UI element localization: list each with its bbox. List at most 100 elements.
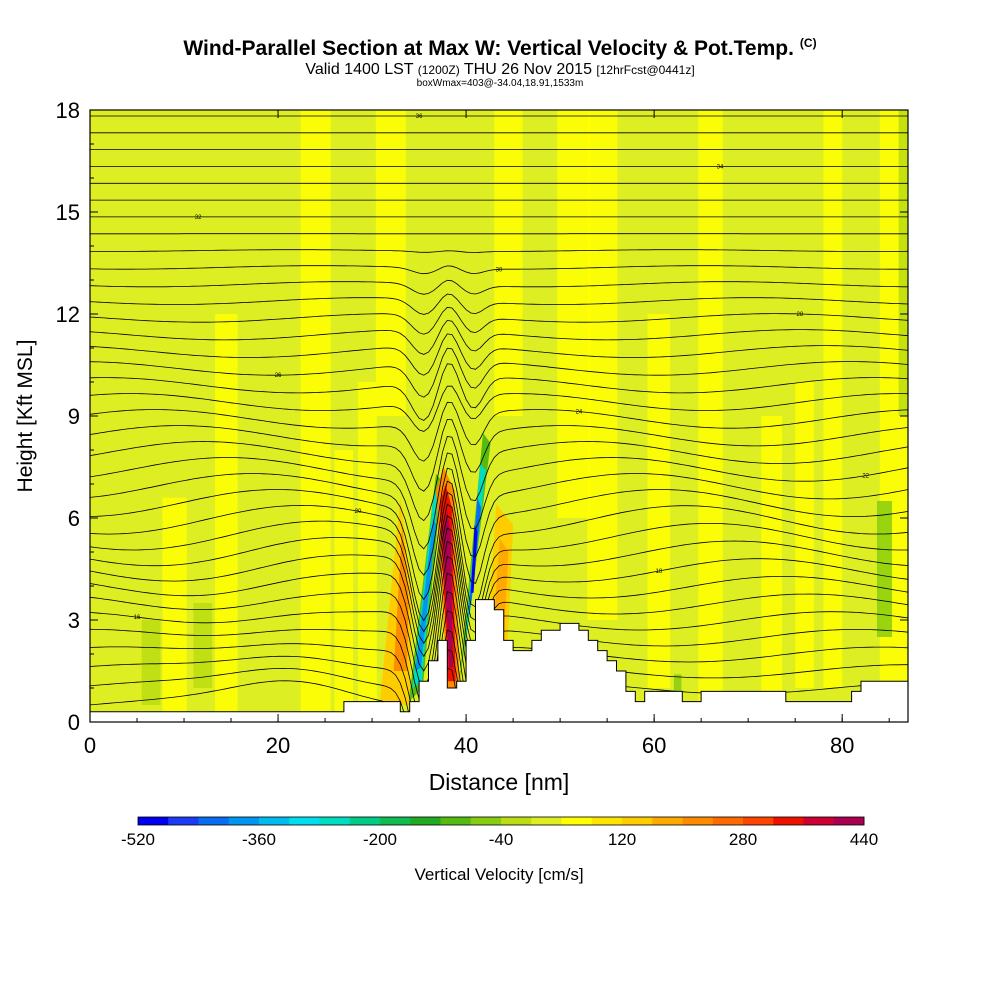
colorbar-swatch <box>228 817 260 825</box>
y-axis-label: Height [Kft MSL] <box>14 340 37 493</box>
x-axis-label: Distance [nm] <box>429 769 570 795</box>
chart-subtitle: Valid 1400 LST (1200Z) THU 26 Nov 2015 [… <box>305 61 695 78</box>
colorbar-swatch <box>652 817 683 825</box>
contour-label: 32 <box>195 215 202 221</box>
theta-contour <box>90 527 908 658</box>
velocity-streak <box>898 110 908 416</box>
velocity-streak <box>162 497 187 712</box>
theta-contour <box>90 401 908 462</box>
box-info: boxWmax=403@-34.04,18.91,1533m <box>416 78 584 89</box>
colorbar-swatch <box>319 817 351 825</box>
theta-contour <box>90 265 908 275</box>
colorbar-swatch <box>168 817 199 825</box>
y-tick-label: 3 <box>68 608 80 633</box>
colorbar-swatch <box>501 817 532 825</box>
x-tick-label: 20 <box>266 733 290 758</box>
velocity-streak <box>357 382 377 712</box>
theta-contour <box>90 319 908 355</box>
theta-contour <box>90 333 908 376</box>
colorbar-swatch <box>138 817 169 825</box>
contour-label: 22 <box>862 474 869 480</box>
colorbar-swatch <box>410 817 441 825</box>
colorbar-swatch <box>561 817 593 825</box>
velocity-streak <box>141 620 161 705</box>
theta-contour <box>90 436 908 522</box>
x-tick-label: 60 <box>642 733 666 758</box>
theta-contour <box>90 363 908 421</box>
colorbar-swatch <box>380 817 411 825</box>
theta-contour <box>90 279 908 295</box>
colorbar-swatch <box>470 817 502 825</box>
colorbar-tick-label: -520 <box>121 830 155 849</box>
velocity-streak <box>795 382 814 688</box>
y-tick-label: 9 <box>68 404 80 429</box>
contour-label: 26 <box>275 373 282 379</box>
colorbar-swatch <box>591 817 623 825</box>
colorbar-tick-label: -40 <box>489 830 514 849</box>
velocity-streak <box>761 416 783 712</box>
downdraft-a-core <box>415 518 436 671</box>
colorbar-swatch <box>773 817 804 825</box>
velocity-streak <box>673 674 682 702</box>
velocity-streak <box>876 501 893 637</box>
velocity-streak <box>587 110 618 620</box>
colorbar-swatch <box>833 817 865 825</box>
theta-contour <box>90 540 908 672</box>
theta-contour <box>90 306 908 335</box>
colorbar-swatch <box>803 817 835 825</box>
colorbar-swatch <box>712 817 744 825</box>
theta-contour <box>90 503 908 633</box>
downdraft-b-core <box>470 524 478 593</box>
colorbar-swatch <box>289 817 320 825</box>
velocity-streaks <box>141 110 908 722</box>
contour-label: 36 <box>416 114 423 120</box>
theta-contour <box>90 467 908 576</box>
velocity-streak <box>647 314 671 688</box>
contour-label: 30 <box>496 267 503 273</box>
contour-label: 20 <box>355 509 362 515</box>
x-tick-label: 40 <box>454 733 478 758</box>
y-tick-label: 12 <box>56 302 80 327</box>
colorbar-tick-label: -200 <box>363 830 397 849</box>
colorbar-tick-label: -360 <box>242 830 276 849</box>
colorbar-swatch <box>440 817 472 825</box>
x-tick-label: 80 <box>830 733 854 758</box>
velocity-streak <box>494 110 523 416</box>
theta-contour <box>90 385 908 432</box>
chart-title: Wind-Parallel Section at Max W: Vertical… <box>183 36 817 60</box>
colorbar-tick-label: 440 <box>850 830 878 849</box>
velocity-streak <box>375 110 406 416</box>
contour-label: 34 <box>717 164 724 170</box>
y-tick-label: 15 <box>56 200 80 225</box>
colorbar-swatch <box>682 817 714 825</box>
theta-contour <box>90 418 908 492</box>
velocity-streak <box>334 450 354 712</box>
theta-contour <box>90 480 908 601</box>
terrain <box>90 599 908 722</box>
theta-contour <box>90 452 908 550</box>
velocity-streak <box>557 110 592 518</box>
colorbar-label: Vertical Velocity [cm/s] <box>414 865 583 884</box>
contour-label: 18 <box>655 569 662 575</box>
contour-label: 16 <box>134 615 141 621</box>
colorbar-swatch <box>259 817 290 825</box>
colorbar-swatch <box>531 817 562 825</box>
y-tick-label: 0 <box>68 710 80 735</box>
colorbar-tick-label: 280 <box>729 830 757 849</box>
plot-area: 141618202224262830323436 <box>90 110 908 722</box>
velocity-streak <box>193 603 213 688</box>
colorbar-frame <box>137 816 865 826</box>
y-tick-label: 6 <box>68 506 80 531</box>
contour-label: 28 <box>797 312 804 318</box>
colorbar-swatch <box>349 817 381 825</box>
theta-contour <box>90 249 908 253</box>
contour-label: 24 <box>576 410 583 416</box>
colorbar: -520 -360 -200 -40 120 280 440 <box>121 816 878 849</box>
colorbar-tick-label: 120 <box>608 830 636 849</box>
theta-contour <box>90 293 908 315</box>
colorbar-swatch <box>198 817 230 825</box>
colorbar-swatch <box>622 817 653 825</box>
x-tick-label: 0 <box>84 733 96 758</box>
